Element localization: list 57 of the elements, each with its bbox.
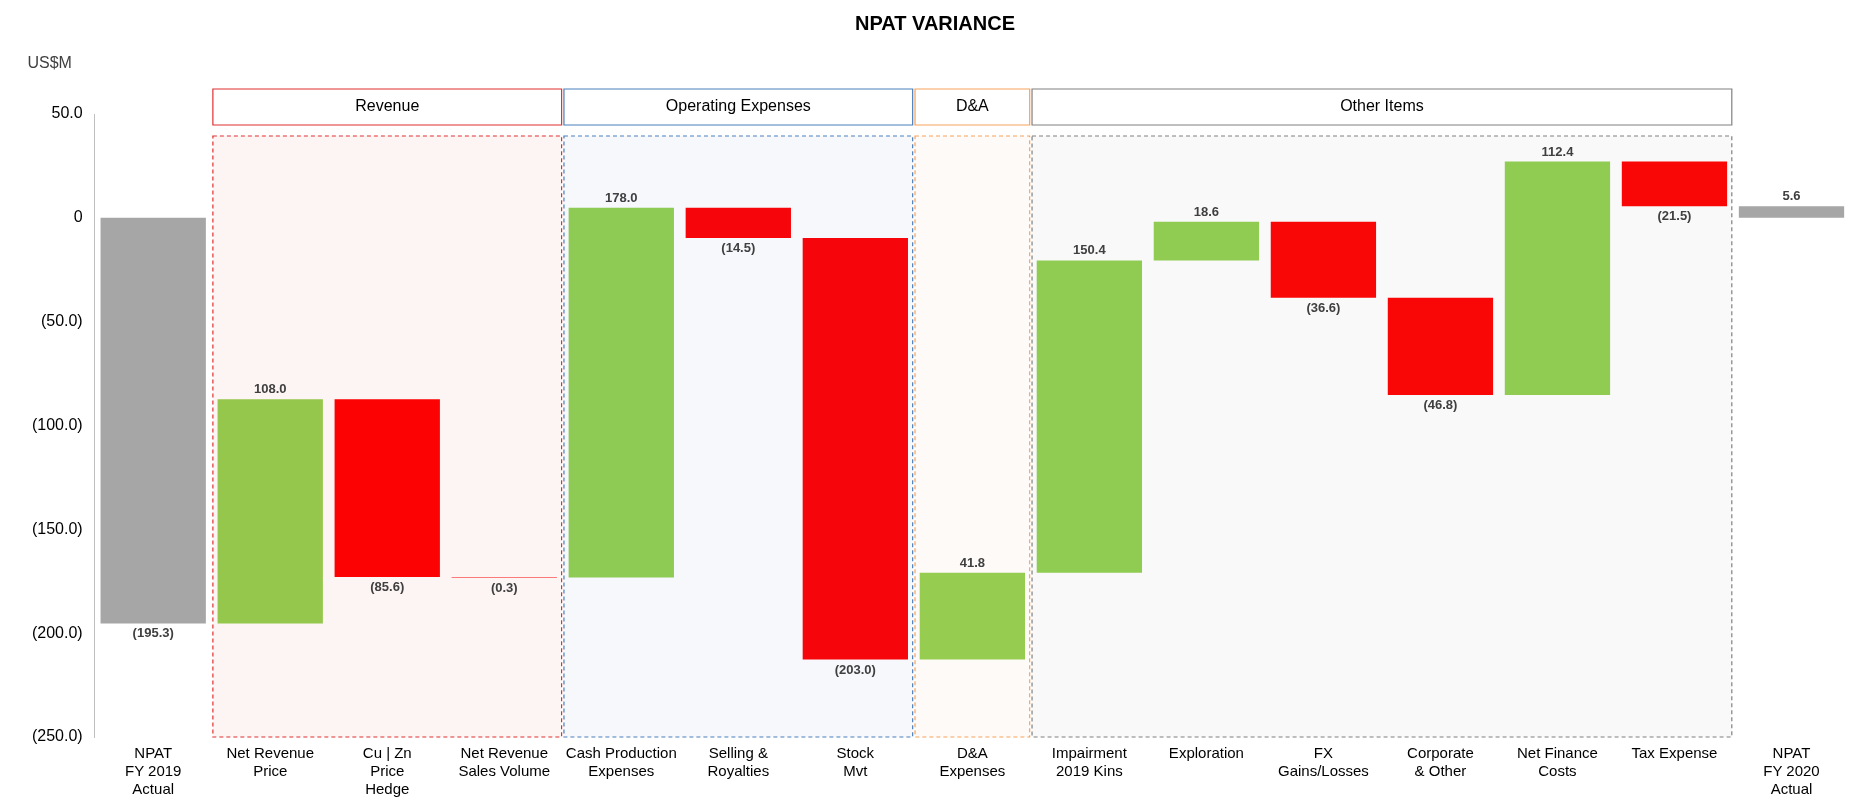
bar <box>100 217 206 624</box>
bar <box>1387 297 1494 395</box>
x-tick-label: Stock Mvt <box>836 744 875 780</box>
band-label: Operating Expenses <box>665 97 811 115</box>
y-tick-label: 0 <box>73 208 83 226</box>
y-axis-title: US$M <box>27 54 72 72</box>
y-tick-label: (150.0) <box>31 519 83 537</box>
bar <box>1036 260 1143 573</box>
x-tick-label: NPAT FY 2020 Actual <box>1763 744 1820 798</box>
data-label: 178.0 <box>605 189 638 205</box>
x-tick-label: NPAT FY 2019 Actual <box>124 744 182 798</box>
y-tick-label: (50.0) <box>40 312 83 330</box>
bar <box>568 207 674 578</box>
band-label: Other Items <box>1340 97 1424 115</box>
y-tick-label: (250.0) <box>31 727 83 745</box>
x-tick-label: Corporate & Other <box>1407 744 1474 780</box>
data-label: (21.5) <box>1657 208 1692 224</box>
bar <box>802 237 908 660</box>
x-tick-label: Impairment 2019 Kins <box>1051 744 1128 780</box>
bar <box>685 207 791 238</box>
data-label: (85.6) <box>370 578 405 594</box>
x-tick-label: Exploration <box>1168 744 1244 762</box>
data-label: (36.6) <box>1306 299 1341 315</box>
x-tick-label: Tax Expense <box>1631 744 1718 762</box>
x-tick-label: Net Revenue Sales Volume <box>458 744 551 780</box>
x-tick-label: Selling & Royalties <box>707 744 770 780</box>
bar <box>1504 161 1611 395</box>
x-tick-label: Net Finance Costs <box>1517 744 1598 780</box>
data-label: (0.3) <box>490 579 518 595</box>
x-tick-label: Net Revenue Price <box>226 744 315 780</box>
x-tick-label: D&A Expenses <box>939 744 1006 780</box>
bar <box>1621 161 1728 207</box>
y-tick-label: 50.0 <box>51 104 83 122</box>
bar <box>919 572 1026 660</box>
y-tick-label: (100.0) <box>31 415 83 433</box>
bar <box>334 399 440 577</box>
data-label: 108.0 <box>253 381 287 397</box>
band-label: D&A <box>955 97 990 115</box>
x-tick-label: Cu | Zn Price Hedge <box>362 744 412 798</box>
data-label: 112.4 <box>1541 143 1575 159</box>
data-label: (203.0) <box>834 661 876 677</box>
data-label: 5.6 <box>1782 188 1801 204</box>
data-label: 150.4 <box>1073 242 1107 258</box>
bar <box>1153 221 1260 261</box>
data-label: (46.8) <box>1423 397 1458 413</box>
data-label: (14.5) <box>721 240 756 256</box>
data-label: (195.3) <box>132 625 174 641</box>
x-tick-label: Cash Production Expenses <box>565 744 677 780</box>
bar <box>217 399 323 624</box>
band-label: Revenue <box>355 97 420 115</box>
y-tick-label: (200.0) <box>31 623 83 641</box>
bar <box>1270 221 1377 298</box>
data-label: 18.6 <box>1193 203 1220 219</box>
chart-title: NPAT VARIANCE <box>855 11 1015 34</box>
data-label: 41.8 <box>959 554 985 570</box>
bar <box>1738 206 1845 218</box>
x-tick-label: FX Gains/Losses <box>1277 744 1369 780</box>
